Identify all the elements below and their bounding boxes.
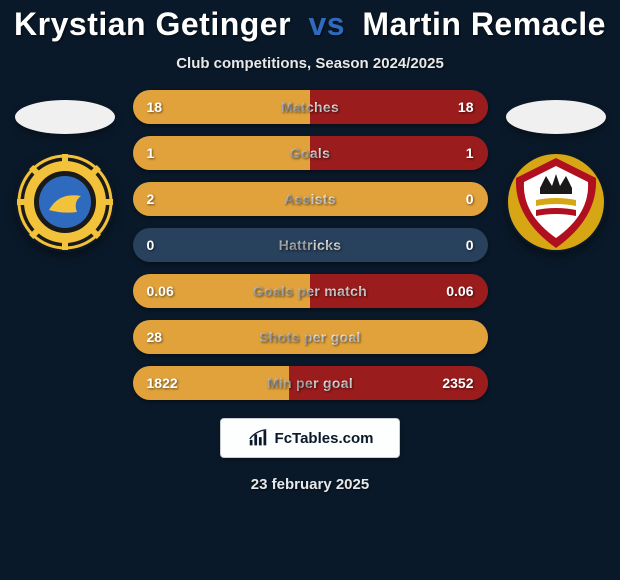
tooth — [103, 199, 113, 205]
stat-label: Assists — [284, 191, 336, 207]
tooth — [17, 199, 27, 205]
stat-value-left: 0 — [147, 237, 155, 253]
vs-label: vs — [308, 6, 345, 42]
stat-label-text: Min per goal — [267, 375, 353, 391]
stat-row: Goals 1 1 — [133, 136, 488, 170]
stat-row: Shots per goal 28 — [133, 320, 488, 354]
stat-value-left: 1822 — [147, 375, 178, 391]
stat-value-left: 0.06 — [147, 283, 174, 299]
brand-badge: FcTables.com — [220, 418, 400, 458]
stat-label: Goals — [290, 145, 330, 161]
stat-label: Matches — [281, 99, 339, 115]
stat-label: Shots per goal — [259, 329, 360, 345]
stats-column: Matches 18 18 Goals 1 1 Assists 2 0 Hattricks 0 0 Go… — [133, 90, 488, 400]
stat-label-text: Matches — [281, 99, 339, 115]
tooth — [62, 240, 68, 250]
club-badge-left-svg — [15, 152, 115, 252]
club-badge-left — [15, 152, 115, 252]
chart-icon — [247, 427, 269, 449]
stat-bar-right — [310, 136, 488, 170]
stat-value-right: 0 — [466, 191, 474, 207]
stat-value-left: 28 — [147, 329, 163, 345]
stat-label: Goals per match — [253, 283, 367, 299]
side-left — [5, 90, 125, 252]
stat-label: Min per goal — [267, 375, 353, 391]
stat-value-right: 0 — [466, 237, 474, 253]
stat-label: Hattricks — [279, 237, 342, 253]
side-right — [496, 90, 616, 252]
country-disc-left — [15, 100, 115, 134]
comparison-card: Krystian Getinger vs Martin Remacle Club… — [0, 0, 620, 580]
subtitle: Club competitions, Season 2024/2025 — [176, 55, 444, 72]
stat-value-right: 18 — [458, 99, 474, 115]
stat-value-left: 2 — [147, 191, 155, 207]
club-badge-right — [506, 152, 606, 252]
stat-row: Assists 2 0 — [133, 182, 488, 216]
crown-base — [540, 188, 572, 194]
main-row: Matches 18 18 Goals 1 1 Assists 2 0 Hattricks 0 0 Go… — [0, 90, 620, 400]
player-a-name: Krystian Getinger — [14, 6, 291, 42]
stat-row: Hattricks 0 0 — [133, 228, 488, 262]
stat-label-text: Hattricks — [279, 237, 342, 253]
stat-value-right: 0.06 — [446, 283, 473, 299]
stat-value-left: 18 — [147, 99, 163, 115]
club-badge-right-svg — [506, 152, 606, 252]
stat-value-right: 1 — [466, 145, 474, 161]
stat-label-text: Shots per goal — [259, 329, 360, 345]
stat-bar-left — [133, 136, 311, 170]
stat-label-text: Goals per match — [253, 283, 367, 299]
stat-row: Matches 18 18 — [133, 90, 488, 124]
tooth — [62, 154, 68, 164]
brand-text: FcTables.com — [275, 430, 374, 447]
stat-label-text: Goals — [290, 145, 330, 161]
country-disc-right — [506, 100, 606, 134]
stat-value-left: 1 — [147, 145, 155, 161]
stat-value-right: 2352 — [442, 375, 473, 391]
page-title: Krystian Getinger vs Martin Remacle — [14, 6, 606, 43]
player-b-name: Martin Remacle — [362, 6, 606, 42]
stat-label-text: Assists — [284, 191, 336, 207]
stat-row: Min per goal 1822 2352 — [133, 366, 488, 400]
stat-row: Goals per match 0.06 0.06 — [133, 274, 488, 308]
date-label: 23 february 2025 — [251, 476, 369, 493]
